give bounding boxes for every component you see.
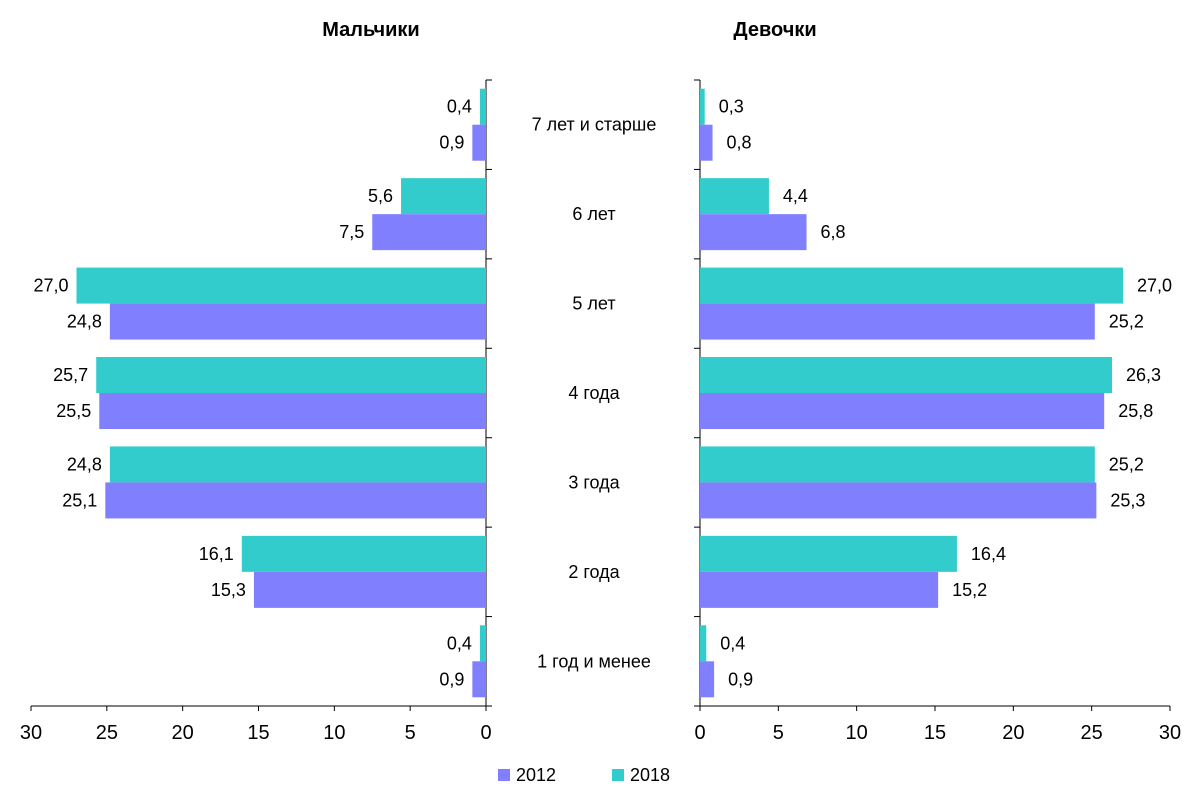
girls-tick-label: 0 — [694, 722, 705, 744]
boys-bar-2018 — [109, 446, 486, 483]
boys-data-label: 0,4 — [447, 97, 472, 117]
boys-data-label: 0,9 — [439, 133, 464, 153]
boys-bar-2018 — [76, 267, 486, 304]
girls-data-label: 0,9 — [728, 669, 753, 689]
category-label: 1 год и менее — [537, 651, 651, 671]
girls-data-label: 6,8 — [821, 222, 846, 242]
boys-bar-2012 — [472, 124, 486, 161]
girls-data-label: 4,4 — [783, 186, 808, 206]
boys-tick-label: 10 — [323, 722, 345, 744]
girls-bar-2018 — [700, 88, 705, 125]
boys-data-label: 5,6 — [368, 186, 393, 206]
girls-bar-2018 — [700, 267, 1123, 304]
boys-tick-label: 25 — [96, 722, 118, 744]
girls-data-label: 27,0 — [1137, 276, 1172, 296]
legend-label: 2018 — [630, 765, 670, 785]
girls-data-label: 16,4 — [971, 544, 1006, 564]
girls-title: Девочки — [733, 19, 816, 41]
boys-bar-2012 — [372, 214, 486, 251]
boys-tick-label: 5 — [405, 722, 416, 744]
girls-bar-2018 — [700, 178, 769, 215]
girls-data-label: 0,4 — [720, 633, 745, 653]
girls-bar-2018 — [700, 357, 1113, 393]
girls-tick-label: 5 — [773, 722, 784, 744]
category-label: 7 лет и старше — [532, 115, 657, 135]
girls-bar-2018 — [700, 535, 957, 572]
category-label: 2 года — [568, 562, 620, 582]
boys-data-label: 25,7 — [53, 365, 88, 385]
boys-data-label: 16,1 — [199, 544, 234, 564]
boys-data-label: 27,0 — [33, 276, 68, 296]
boys-bar-2018 — [241, 535, 486, 572]
girls-data-label: 15,2 — [952, 580, 987, 600]
girls-data-label: 0,8 — [727, 133, 752, 153]
boys-tick-label: 30 — [20, 722, 42, 744]
boys-bar-2012 — [109, 303, 486, 340]
category-label: 3 года — [568, 472, 620, 492]
category-label: 6 лет — [572, 204, 615, 224]
girls-bar-2012 — [700, 571, 939, 608]
legend-swatch-2018 — [612, 769, 624, 781]
boys-bar-2018 — [479, 625, 486, 662]
girls-tick-label: 25 — [1081, 722, 1103, 744]
girls-bar-2012 — [700, 482, 1097, 519]
girls-tick-label: 10 — [846, 722, 868, 744]
boys-tick-label: 15 — [247, 722, 269, 744]
girls-bar-2012 — [700, 303, 1095, 340]
boys-bar-2012 — [105, 482, 487, 519]
boys-data-label: 25,1 — [62, 490, 97, 510]
boys-data-label: 7,5 — [339, 222, 364, 242]
legend-swatch-2012 — [498, 769, 510, 781]
boys-tick-label: 20 — [172, 722, 194, 744]
boys-tick-label: 0 — [480, 722, 491, 744]
boys-bar-2012 — [253, 571, 486, 608]
girls-tick-label: 20 — [1002, 722, 1024, 744]
girls-data-label: 26,3 — [1126, 365, 1161, 385]
boys-bar-2012 — [472, 661, 486, 698]
boys-bar-2012 — [99, 393, 486, 429]
girls-bar-2012 — [700, 393, 1105, 429]
girls-data-label: 25,8 — [1118, 401, 1153, 421]
girls-bar-2018 — [700, 446, 1095, 483]
boys-data-label: 24,8 — [67, 454, 102, 474]
boys-bar-2018 — [96, 357, 486, 393]
girls-data-label: 25,3 — [1110, 490, 1145, 510]
boys-bar-2018 — [479, 88, 486, 125]
girls-tick-label: 15 — [924, 722, 946, 744]
category-label: 5 лет — [572, 294, 615, 314]
girls-data-label: 25,2 — [1109, 312, 1144, 332]
boys-data-label: 0,9 — [439, 669, 464, 689]
girls-data-label: 0,3 — [719, 97, 744, 117]
boys-data-label: 24,8 — [67, 312, 102, 332]
girls-bar-2018 — [700, 625, 707, 662]
boys-title: Мальчики — [322, 19, 419, 41]
girls-tick-label: 30 — [1159, 722, 1181, 744]
legend-label: 2012 — [516, 765, 556, 785]
boys-data-label: 15,3 — [211, 580, 246, 600]
girls-bar-2012 — [700, 214, 807, 251]
girls-data-label: 25,2 — [1109, 454, 1144, 474]
boys-data-label: 25,5 — [56, 401, 91, 421]
boys-bar-2018 — [401, 178, 486, 215]
girls-bar-2012 — [700, 124, 713, 161]
girls-bar-2012 — [700, 661, 715, 698]
category-label: 4 года — [568, 383, 620, 403]
boys-data-label: 0,4 — [447, 633, 472, 653]
